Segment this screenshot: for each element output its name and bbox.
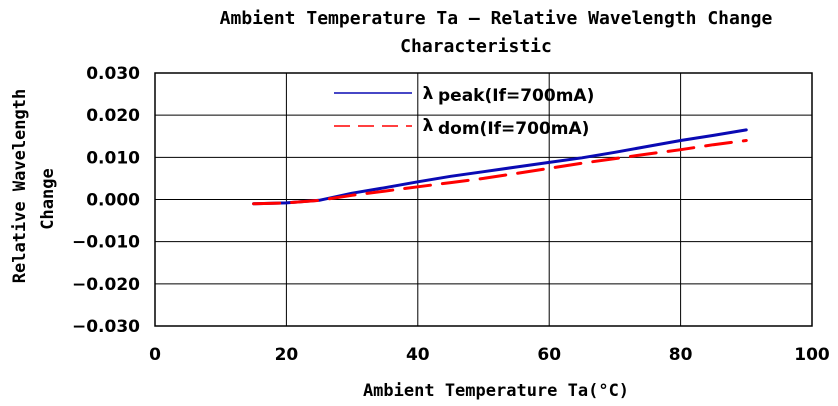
x-tick-label-0: 0 (149, 345, 161, 365)
x-tick-label-5: 100 (794, 345, 830, 365)
y-tick-labels: 0.030 0.020 0.010 0.000 −0.010 −0.020 −0.030 (72, 64, 140, 337)
legend-symbol-dom: λ (423, 116, 434, 136)
y-tick-label-6: −0.030 (72, 317, 140, 337)
x-axis-label: Ambient Temperature Ta(°C) (363, 381, 629, 401)
y-axis-label-line2: Change (38, 168, 58, 229)
legend-label-dom: dom(If=700mA) (438, 119, 589, 139)
legend: λ peak(If=700mA) λ dom(If=700mA) (334, 84, 594, 139)
y-tick-label-3: 0.000 (86, 191, 140, 211)
chart-title-line2: Characteristic (400, 36, 552, 57)
y-tick-label-1: 0.020 (86, 106, 140, 126)
y-axis-label-line1: Relative Wavelength (10, 89, 30, 283)
x-tick-label-1: 20 (275, 345, 299, 365)
x-tick-labels: 0 20 40 60 80 100 (149, 345, 830, 365)
x-tick-label-2: 40 (406, 345, 430, 365)
series-line-dom (252, 139, 748, 206)
legend-symbol-peak: λ (423, 84, 434, 104)
series-lines (252, 128, 748, 206)
y-tick-label-5: −0.020 (72, 275, 140, 295)
y-tick-label-0: 0.030 (86, 64, 140, 84)
grid (155, 73, 812, 326)
y-tick-label-4: −0.010 (72, 233, 140, 253)
series-line-peak (252, 128, 748, 206)
legend-label-peak: peak(If=700mA) (438, 86, 594, 106)
y-tick-label-2: 0.010 (86, 148, 140, 168)
x-tick-label-4: 80 (669, 345, 693, 365)
x-tick-label-3: 60 (537, 345, 561, 365)
chart-title-line1: Ambient Temperature Ta – Relative Wavele… (220, 8, 773, 29)
plot-area-frame (154, 72, 813, 327)
